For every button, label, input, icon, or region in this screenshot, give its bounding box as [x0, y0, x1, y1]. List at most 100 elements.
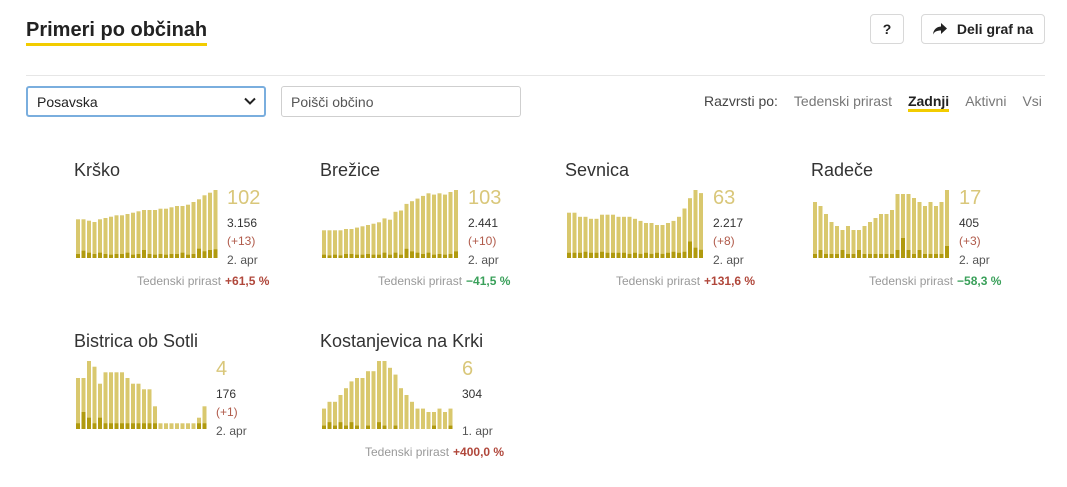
sparkline-bar	[322, 408, 326, 429]
sparkline-new-cases-bar	[884, 254, 889, 258]
sparkline-bar	[186, 204, 190, 258]
date-value: 2. apr	[959, 253, 990, 267]
sparkline-bar	[884, 214, 889, 258]
sparkline-bar	[934, 206, 938, 258]
sparkline-bar	[87, 220, 91, 258]
sparkline-new-cases-bar	[393, 425, 398, 429]
sparkline-new-cases-bar	[366, 254, 370, 258]
divider	[26, 75, 1045, 76]
sparkline-bar	[175, 206, 179, 258]
sort-option-weekly[interactable]: Tedenski prirast	[793, 93, 892, 109]
sparkline-bar	[426, 412, 431, 429]
sparkline-bar	[939, 202, 944, 258]
sparkline-bar	[169, 207, 174, 258]
help-button[interactable]: ?	[870, 14, 904, 44]
sparkline-new-cases-bar	[443, 254, 447, 258]
sparkline-new-cases-bar	[355, 425, 359, 429]
sparkline-bar	[158, 208, 163, 258]
delta-value: (+10)	[468, 234, 497, 248]
sparkline-bar	[355, 227, 359, 258]
date-value: 2. apr	[713, 253, 744, 267]
sparkline-new-cases-bar	[366, 425, 370, 429]
sparkline-new-cases-bar	[355, 254, 359, 258]
total-value: 304	[462, 387, 483, 401]
municipality-name: Krško	[74, 160, 121, 180]
sparkline-bar	[377, 222, 381, 258]
sparkline-bar	[682, 208, 687, 258]
sparkline-new-cases-bar	[934, 254, 938, 258]
sparkline-new-cases-bar	[895, 250, 900, 258]
weekly-growth: Tedenski prirast −41,5 %	[378, 274, 510, 288]
municipality-card-sevnica[interactable]: Sevnica 63 2.217 (+8) 2. apr Tedenski pr…	[565, 160, 765, 305]
total-value: 405	[959, 216, 980, 230]
sparkline-bar	[399, 210, 403, 258]
sparkline-new-cases-bar	[191, 254, 196, 258]
municipality-card-kostanjevica-na-krki[interactable]: Kostanjevica na Krki 6 304 1. apr Tedens…	[320, 331, 520, 476]
municipality-card-brezice[interactable]: Brežice 103 2.441 (+10) 2. apr Tedenski …	[320, 160, 520, 305]
sparkline-new-cases-bar	[649, 253, 654, 258]
sparkline-new-cases-bar	[622, 252, 626, 258]
sparkline-bar	[906, 194, 911, 258]
sparkline-bar	[432, 412, 436, 429]
sparkline-new-cases-bar	[344, 425, 348, 429]
sparkline-new-cases-bar	[360, 254, 365, 258]
sparkline-bar	[76, 219, 80, 258]
page-title: Primeri po občinah	[26, 18, 208, 46]
sparkline-bar	[81, 378, 86, 429]
sparkline-bar	[136, 383, 141, 429]
municipality-name: Brežice	[320, 160, 381, 180]
municipality-card-radece[interactable]: Radeče 17 405 (+3) 2. apr Tedenski prira…	[811, 160, 1011, 305]
sparkline-bar	[164, 423, 168, 429]
sparkline-bar	[76, 378, 80, 429]
sparkline-new-cases-bar	[125, 423, 130, 429]
sparkline-new-cases-bar	[671, 251, 676, 258]
sparkline-bar	[153, 406, 157, 429]
sparkline-new-cases-bar	[600, 251, 604, 258]
sparkline-bar	[109, 372, 113, 429]
sparkline-new-cases-bar	[448, 254, 453, 258]
sparkline-bar	[191, 423, 196, 429]
sparkline-new-cases-bar	[912, 254, 916, 258]
search-input[interactable]	[281, 86, 521, 117]
sparkline-new-cases-bar	[677, 252, 681, 258]
sparkline-bar	[360, 226, 365, 258]
sparkline-new-cases-bar	[103, 254, 108, 258]
sparkline-new-cases-bar	[81, 412, 86, 429]
weekly-growth-label: Tedenski prirast	[365, 445, 450, 459]
sparkline-bar	[616, 216, 621, 258]
sort-option-all[interactable]: Vsi	[1022, 93, 1042, 109]
sparkline-new-cases-bar	[638, 253, 643, 258]
share-button[interactable]: Deli graf na	[921, 14, 1045, 44]
sparkline-new-cases-bar	[81, 250, 86, 258]
sparkline-bar	[153, 210, 157, 258]
sparkline-new-cases-bar	[415, 252, 420, 258]
sort-option-active[interactable]: Aktivni	[965, 93, 1007, 109]
sparkline-bar	[443, 194, 447, 258]
sparkline-new-cases-bar	[567, 252, 571, 258]
sparkline-bar	[98, 383, 102, 429]
sparkline-bar	[158, 423, 163, 429]
sparkline-bar	[349, 381, 354, 429]
sparkline-bar	[432, 194, 436, 258]
sparkline-bar	[437, 408, 442, 429]
municipality-card-bistrica-ob-sotli[interactable]: Bistrica ob Sotli 4 176 (+1) 2. apr	[74, 331, 274, 476]
sparkline-new-cases-bar	[644, 252, 648, 258]
municipality-card-krsko[interactable]: Krško 102 3.156 (+13) 2. apr Tedenski pr…	[74, 160, 274, 305]
sparkline-new-cases-bar	[611, 252, 615, 258]
sparkline-new-cases-bar	[114, 423, 119, 429]
sparkline-new-cases-bar	[688, 241, 692, 258]
sort-label: Razvrsti po:	[704, 93, 778, 109]
sparkline-bar	[421, 408, 425, 429]
sparkline-new-cases-bar	[939, 254, 944, 258]
sparkline-bar	[180, 206, 185, 258]
sparkline-bar	[448, 408, 453, 429]
region-select[interactable]: Posavska	[26, 86, 266, 117]
sparkline-bar	[945, 190, 949, 258]
sort-option-latest[interactable]: Zadnji	[907, 93, 950, 112]
sparkline-new-cases-bar	[454, 251, 458, 258]
sparkline-new-cases-bar	[633, 252, 637, 258]
sparkline-bar	[98, 219, 102, 258]
latest-value: 17	[959, 187, 982, 209]
delta-value: (+8)	[713, 234, 735, 248]
sparkline-bar	[136, 211, 141, 258]
